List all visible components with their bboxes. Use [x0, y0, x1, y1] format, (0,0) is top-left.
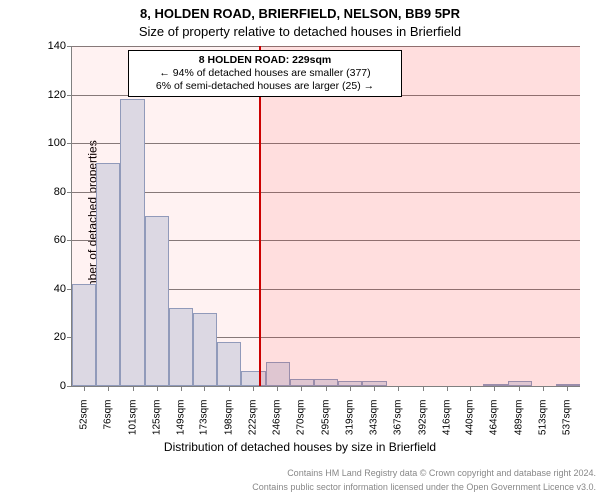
- x-tick-mark: [181, 386, 182, 391]
- x-tick-label: 392sqm: [417, 400, 428, 450]
- x-tick-label: 367sqm: [392, 400, 403, 450]
- x-tick-mark: [494, 386, 495, 391]
- x-tick-label: 440sqm: [465, 400, 476, 450]
- x-tick-mark: [253, 386, 254, 391]
- y-tick-label: 120: [26, 89, 66, 101]
- annotation-line1: 8 HOLDEN ROAD: 229sqm: [135, 54, 395, 67]
- y-tick-label: 60: [26, 234, 66, 246]
- y-tick-label: 100: [26, 137, 66, 149]
- x-tick-mark: [84, 386, 85, 391]
- x-tick-mark: [543, 386, 544, 391]
- x-tick-label: 198sqm: [224, 400, 235, 450]
- y-tick-label: 40: [26, 283, 66, 295]
- chart-container: 8, HOLDEN ROAD, BRIERFIELD, NELSON, BB9 …: [0, 0, 600, 500]
- x-tick-label: 319sqm: [344, 400, 355, 450]
- credit-line2: Contains public sector information licen…: [0, 482, 596, 492]
- x-tick-label: 343sqm: [368, 400, 379, 450]
- x-tick-label: 295sqm: [321, 400, 332, 450]
- annotation-line2: ← 94% of detached houses are smaller (37…: [135, 67, 395, 80]
- x-tick-mark: [374, 386, 375, 391]
- y-tick-label: 140: [26, 40, 66, 52]
- x-tick-label: 489sqm: [514, 400, 525, 450]
- x-tick-mark: [133, 386, 134, 391]
- x-tick-label: 464sqm: [489, 400, 500, 450]
- y-tick-label: 0: [26, 380, 66, 392]
- x-tick-label: 222sqm: [248, 400, 259, 450]
- x-tick-mark: [470, 386, 471, 391]
- x-tick-label: 52sqm: [78, 400, 89, 450]
- x-tick-label: 270sqm: [296, 400, 307, 450]
- y-tick-label: 20: [26, 331, 66, 343]
- x-tick-mark: [423, 386, 424, 391]
- annotation-line3: 6% of semi-detached houses are larger (2…: [135, 80, 395, 93]
- x-tick-mark: [229, 386, 230, 391]
- chart-title-line2: Size of property relative to detached ho…: [0, 24, 600, 39]
- x-tick-label: 246sqm: [272, 400, 283, 450]
- chart-title-line1: 8, HOLDEN ROAD, BRIERFIELD, NELSON, BB9 …: [0, 6, 600, 21]
- x-tick-label: 537sqm: [562, 400, 573, 450]
- x-tick-mark: [301, 386, 302, 391]
- x-tick-mark: [108, 386, 109, 391]
- x-tick-label: 513sqm: [538, 400, 549, 450]
- x-tick-label: 101sqm: [127, 400, 138, 450]
- x-tick-label: 149sqm: [175, 400, 186, 450]
- x-tick-mark: [447, 386, 448, 391]
- x-tick-label: 76sqm: [102, 400, 113, 450]
- x-tick-mark: [157, 386, 158, 391]
- annotation-box: 8 HOLDEN ROAD: 229sqm ← 94% of detached …: [128, 50, 402, 97]
- x-tick-mark: [398, 386, 399, 391]
- x-tick-mark: [567, 386, 568, 391]
- x-tick-mark: [326, 386, 327, 391]
- x-tick-mark: [519, 386, 520, 391]
- credit-line1: Contains HM Land Registry data © Crown c…: [0, 468, 596, 478]
- x-tick-mark: [350, 386, 351, 391]
- x-tick-label: 416sqm: [441, 400, 452, 450]
- y-tick-label: 80: [26, 186, 66, 198]
- x-tick-label: 173sqm: [199, 400, 210, 450]
- x-tick-label: 125sqm: [151, 400, 162, 450]
- x-tick-mark: [204, 386, 205, 391]
- x-tick-mark: [277, 386, 278, 391]
- y-tick-mark: [67, 386, 72, 387]
